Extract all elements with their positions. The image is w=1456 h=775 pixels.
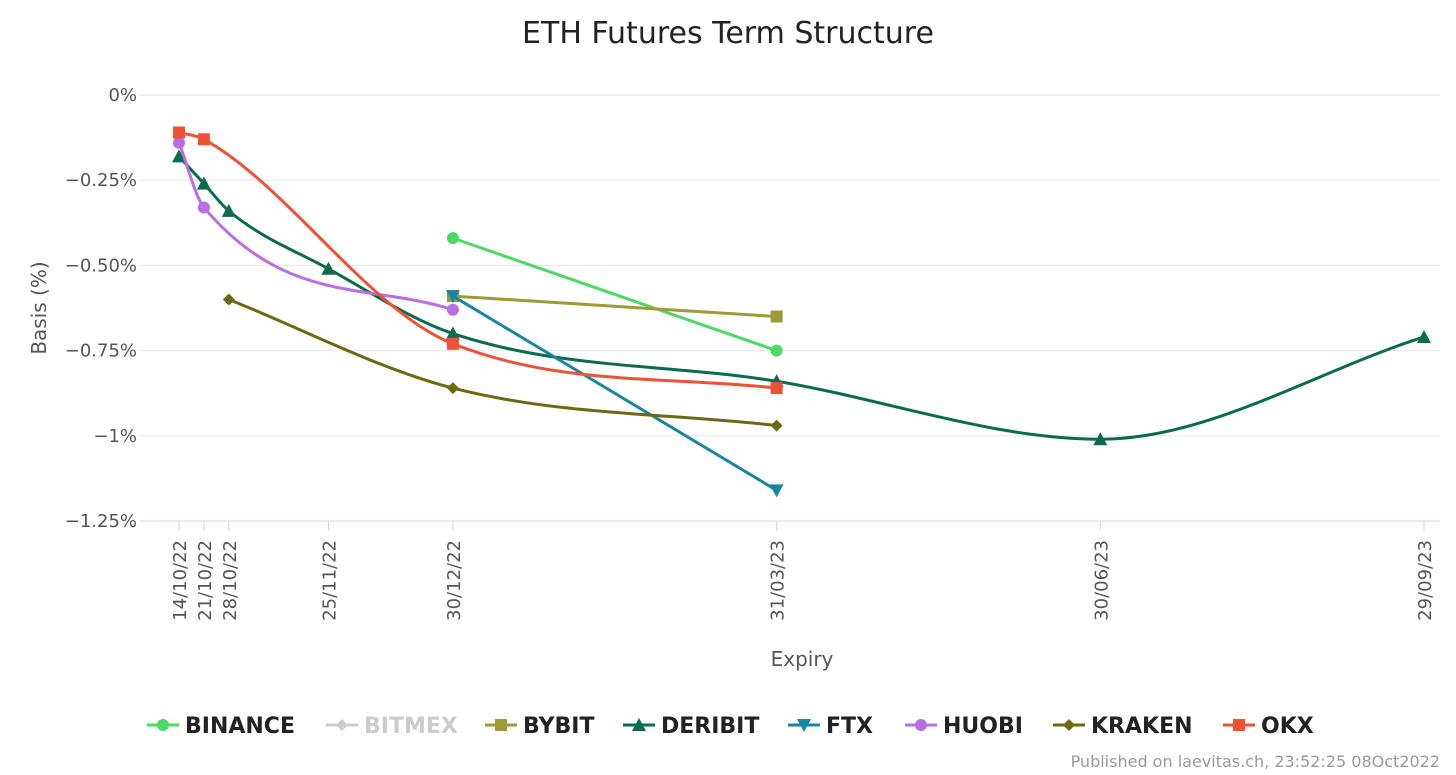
series-line-bybit xyxy=(451,294,779,319)
series-ftx[interactable] xyxy=(445,290,784,498)
legend-item-okx[interactable]: OKX xyxy=(1223,714,1314,739)
data-point-deribit xyxy=(196,176,211,190)
legend-circle-icon xyxy=(157,719,169,731)
data-point-okx xyxy=(770,382,783,395)
series-okx[interactable] xyxy=(173,126,783,395)
series-layer xyxy=(172,126,1431,498)
data-point-okx xyxy=(173,126,185,139)
series-line-binance xyxy=(451,236,779,353)
x-tick-label: 30/12/22 xyxy=(444,540,465,621)
legend-label: DERIBIT xyxy=(661,714,759,739)
y-axis-label: Basis (%) xyxy=(27,261,51,354)
series-kraken[interactable] xyxy=(222,293,783,432)
legend-square-icon xyxy=(495,719,507,731)
legend-label: BINANCE xyxy=(185,714,295,739)
legend-circle-icon xyxy=(915,719,927,731)
series-huobi[interactable] xyxy=(173,136,459,316)
x-tick-label: 29/09/23 xyxy=(1415,540,1436,621)
y-tick-label: −1.25% xyxy=(65,511,137,532)
data-point-deribit xyxy=(1417,329,1431,343)
legend-item-binance[interactable]: BINANCE xyxy=(147,714,295,739)
series-binance[interactable] xyxy=(446,232,783,357)
y-tick-label: −0.50% xyxy=(65,255,137,276)
chart-title: ETH Futures Term Structure xyxy=(522,16,934,51)
data-point-binance xyxy=(770,344,783,357)
data-point-huobi xyxy=(173,136,185,149)
x-tick-label: 25/11/22 xyxy=(319,540,340,621)
x-tick-label: 31/03/23 xyxy=(768,540,789,621)
data-point-ftx xyxy=(445,290,460,304)
series-line-ftx xyxy=(451,294,779,492)
series-deribit[interactable] xyxy=(172,149,1431,446)
data-point-deribit xyxy=(445,326,460,340)
legend-label: HUOBI xyxy=(943,714,1023,739)
data-point-binance xyxy=(446,232,459,245)
x-tick-label: 21/10/22 xyxy=(195,540,216,621)
series-line-huobi xyxy=(177,141,455,312)
data-point-ftx xyxy=(769,484,784,498)
data-point-okx xyxy=(446,337,459,350)
legend-label: OKX xyxy=(1261,714,1314,739)
y-tick-label: −0.75% xyxy=(65,341,137,362)
data-point-huobi xyxy=(197,201,210,214)
legend-square-icon xyxy=(1233,719,1245,731)
legend-item-kraken[interactable]: KRAKEN xyxy=(1053,714,1193,739)
data-point-kraken xyxy=(770,419,783,432)
data-point-deribit xyxy=(1093,432,1108,446)
data-point-kraken xyxy=(222,293,235,306)
legend: BINANCE BITMEX BYBIT DERIBIT FTX HUOBI KRAKEN O… xyxy=(147,714,1314,739)
legend-label: FTX xyxy=(826,714,873,739)
x-tick-label: 14/10/22 xyxy=(170,540,191,621)
y-tick-label: −0.25% xyxy=(65,170,137,191)
x-tick-label: 30/06/23 xyxy=(1091,540,1112,621)
legend-item-bitmex[interactable]: BITMEX xyxy=(326,714,458,739)
x-axis: 14/10/22 21/10/22 28/10/22 25/11/22 30/12/22… xyxy=(170,521,1436,621)
data-point-huobi xyxy=(446,303,459,316)
legend-item-deribit[interactable]: DERIBIT xyxy=(623,714,759,739)
y-tick-label: −1% xyxy=(93,426,137,447)
series-line-deribit xyxy=(177,154,1426,441)
data-point-kraken xyxy=(446,382,459,395)
x-tick-label: 28/10/22 xyxy=(220,540,241,621)
series-line-kraken xyxy=(227,297,779,428)
data-point-okx xyxy=(197,133,210,146)
x-axis-label: Expiry xyxy=(771,647,834,671)
data-point-deribit xyxy=(172,149,186,163)
legend-label: KRAKEN xyxy=(1091,714,1193,739)
y-tick-label: 0% xyxy=(108,85,137,106)
data-point-deribit xyxy=(321,261,336,275)
legend-diamond-icon xyxy=(336,719,348,731)
series-line-okx xyxy=(177,130,779,390)
legend-item-huobi[interactable]: HUOBI xyxy=(905,714,1023,739)
legend-diamond-icon xyxy=(1063,719,1075,731)
legend-label: BITMEX xyxy=(364,714,458,739)
legend-triangle-down-icon xyxy=(797,719,811,732)
data-point-deribit xyxy=(221,203,236,217)
legend-triangle-icon xyxy=(632,718,646,731)
data-point-bybit xyxy=(770,310,783,323)
legend-label: BYBIT xyxy=(523,714,594,739)
y-tick-labels: 0% −0.25% −0.50% −0.75% −1% −1.25% xyxy=(65,85,137,532)
legend-item-ftx[interactable]: FTX xyxy=(788,714,873,739)
credit-text: Published on laevitas.ch, 23:52:25 08Oct… xyxy=(1071,752,1440,771)
y-gridlines xyxy=(140,94,1440,522)
legend-item-bybit[interactable]: BYBIT xyxy=(485,714,594,739)
